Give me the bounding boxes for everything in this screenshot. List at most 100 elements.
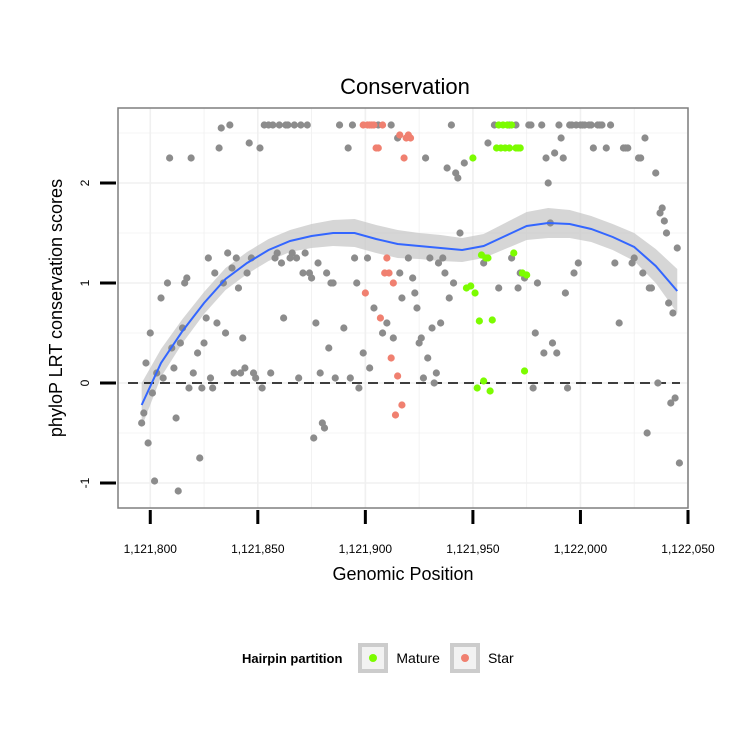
data-point-mature (488, 316, 496, 324)
data-point-star (398, 401, 406, 409)
confidence-band-area (141, 208, 678, 427)
data-point-other (224, 249, 232, 257)
data-point-other (150, 477, 159, 485)
data-point-mature (520, 367, 529, 375)
legend-title: Hairpin partition (242, 650, 343, 666)
data-point-other (404, 254, 412, 262)
data-point-other (548, 339, 557, 347)
data-point-other (172, 414, 180, 422)
data-point-other (439, 254, 447, 262)
data-point-mature (505, 144, 514, 152)
data-point-other (454, 174, 462, 182)
data-point-other (598, 121, 606, 129)
data-point-other (652, 169, 660, 177)
data-point-other (428, 324, 436, 332)
data-point-other (256, 144, 264, 152)
data-point-star (396, 131, 404, 139)
mature-dot-icon (369, 654, 378, 662)
data-point-other (353, 279, 361, 287)
y-axis: -1 0 1 2 (78, 179, 116, 488)
data-point-other (673, 244, 681, 252)
data-point-other (280, 314, 288, 322)
data-point-other (275, 121, 283, 129)
y-tick-label: 1 (78, 279, 92, 286)
data-point-other (540, 349, 548, 357)
data-point-star (376, 314, 385, 322)
data-point-other (331, 374, 339, 382)
data-point-other (299, 269, 307, 277)
data-point-other (396, 269, 404, 277)
data-point-other (228, 264, 236, 272)
data-point-other (413, 304, 421, 312)
data-point-other (170, 364, 178, 372)
data-point-other (204, 254, 212, 262)
smooth-trend-line (140, 221, 679, 406)
data-point-other (138, 419, 146, 427)
data-point-other (335, 121, 344, 129)
data-point-other (437, 319, 445, 327)
data-point-star (374, 144, 382, 152)
data-point-other (297, 121, 305, 129)
data-point-other (456, 229, 464, 237)
data-point-other (660, 217, 668, 225)
data-point-mature (508, 121, 516, 129)
data-point-other (239, 334, 247, 342)
legend-key-star (449, 643, 480, 673)
data-point-other (292, 254, 301, 262)
data-point-other (637, 154, 645, 162)
x-tick-label: 1,122,000 (554, 542, 608, 556)
data-point-other (301, 249, 309, 257)
data-point-other (639, 269, 647, 277)
x-axis-title: Genomic Position (332, 564, 473, 584)
data-point-other (662, 229, 671, 237)
data-point-mature (473, 384, 481, 392)
data-point-other (430, 379, 438, 387)
data-point-star (370, 121, 378, 129)
data-point-other (527, 121, 535, 129)
data-point-mature (516, 144, 524, 152)
data-point-other (669, 309, 677, 317)
data-point-other (348, 121, 357, 129)
data-point-other (555, 121, 563, 129)
data-point-other (544, 179, 552, 187)
data-point-other (671, 394, 679, 402)
legend-item-star: Star (449, 643, 514, 673)
data-point-other (383, 319, 391, 327)
data-point-other (237, 369, 245, 377)
data-point-other (217, 124, 225, 132)
data-point-other (563, 384, 572, 392)
data-point-other (553, 349, 561, 357)
data-point-other (351, 254, 359, 262)
data-point-other (630, 254, 638, 262)
plot-panel (118, 108, 688, 508)
data-point-mature (469, 154, 477, 162)
data-point-other (542, 154, 550, 162)
data-point-other (230, 369, 238, 377)
data-point-other (411, 289, 419, 297)
data-point-other (213, 319, 221, 327)
y-axis-title: phyloP LRT conservation scores (46, 179, 66, 437)
legend-item-mature: Mature (358, 643, 440, 673)
data-point-other (144, 439, 152, 447)
legend-key-mature (358, 643, 389, 673)
y-tick-label: 2 (78, 179, 92, 186)
data-point-other (232, 254, 240, 262)
data-point-mature (467, 282, 475, 290)
data-point-other (288, 249, 296, 257)
data-point-other (215, 144, 223, 152)
data-point-star (400, 154, 408, 162)
data-point-other (221, 329, 230, 337)
data-point-other (359, 349, 367, 357)
star-dot-icon (460, 654, 469, 662)
data-point-other (417, 334, 425, 342)
data-point-other (449, 279, 458, 287)
x-axis: 1,121,800 1,121,850 1,121,900 1,121,950 1,12… (124, 510, 715, 556)
data-point-star (387, 354, 395, 362)
data-point-other (267, 369, 275, 377)
data-point-mature (486, 387, 494, 395)
data-point-other (163, 279, 172, 287)
data-point-other (624, 144, 632, 152)
data-point-other (370, 304, 378, 312)
data-point-mature (475, 317, 483, 325)
data-point-other (310, 434, 318, 442)
